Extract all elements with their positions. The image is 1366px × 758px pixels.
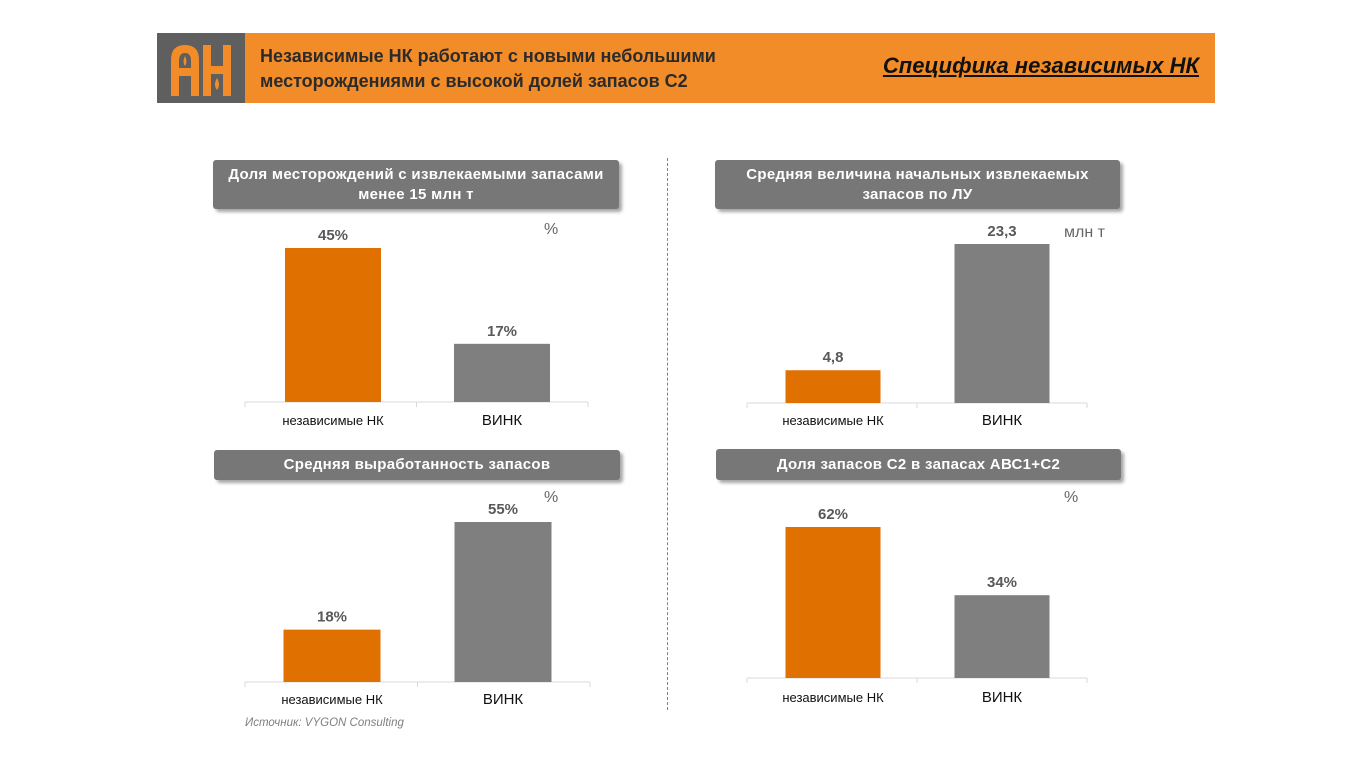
data-label: 45% bbox=[318, 227, 348, 244]
chart-2-title-text: Средняя величина начальных извлекаемых з… bbox=[746, 165, 1089, 203]
header-title: Независимые НК работают с новыми небольш… bbox=[260, 44, 800, 94]
chart-3-unit: % bbox=[544, 489, 559, 506]
chart-1-title: Доля месторождений с извлекаемыми запаса… bbox=[213, 160, 619, 209]
source-note: Источник: VYGON Consulting bbox=[245, 717, 404, 729]
bar-independent bbox=[785, 370, 881, 403]
header-band: Независимые НК работают с новыми небольш… bbox=[157, 33, 1215, 103]
category-label: ВИНК bbox=[982, 412, 1023, 429]
category-label: ВИНК bbox=[482, 412, 523, 429]
bar-vink bbox=[454, 343, 550, 402]
bar-vink bbox=[954, 244, 1050, 403]
category-label: ВИНК bbox=[483, 691, 524, 708]
logo-mark-icon bbox=[171, 45, 231, 96]
category-label: независимые НК bbox=[782, 413, 884, 428]
bar-independent bbox=[285, 248, 381, 402]
chart-4-title: Доля запасов С2 в запасах АВС1+С2 bbox=[716, 449, 1121, 480]
data-label: 62% bbox=[818, 506, 848, 523]
header-title-line-1: Независимые НК работают с новыми небольш… bbox=[260, 46, 716, 66]
data-label: 18% bbox=[317, 609, 347, 626]
chart-2-title: Средняя величина начальных извлекаемых з… bbox=[715, 160, 1120, 209]
chart-1-unit: % bbox=[544, 221, 559, 238]
section-title: Специфика независимых НК bbox=[882, 53, 1199, 78]
header-title-line-2: месторождениями с высокой долей запасов … bbox=[260, 71, 688, 91]
data-label: 55% bbox=[488, 501, 518, 518]
bar-independent bbox=[785, 527, 881, 678]
company-logo bbox=[157, 33, 245, 103]
category-label: независимые НК bbox=[282, 413, 384, 428]
chart-4-title-text: Доля запасов С2 в запасах АВС1+С2 bbox=[776, 455, 1061, 473]
chart-2-unit: млн т bbox=[1064, 224, 1105, 241]
chart-4-unit: % bbox=[1064, 489, 1079, 506]
bar-vink bbox=[954, 595, 1050, 678]
category-label: независимые НК bbox=[281, 692, 383, 707]
data-label: 17% bbox=[487, 323, 517, 340]
category-label: независимые НК bbox=[782, 690, 884, 705]
category-label: ВИНК bbox=[982, 689, 1023, 706]
chart-3-title: Средняя выработанность запасов bbox=[214, 450, 620, 480]
data-label: 23,3 bbox=[987, 223, 1016, 240]
data-label: 34% bbox=[987, 574, 1017, 591]
bar-independent bbox=[283, 629, 381, 682]
chart-3-title-text: Средняя выработанность запасов bbox=[283, 456, 551, 473]
panel-divider bbox=[667, 158, 668, 710]
bar-vink bbox=[454, 522, 552, 682]
chart-1-title-text: Доля месторождений с извлекаемыми запаса… bbox=[228, 165, 604, 203]
data-label: 4,8 bbox=[823, 349, 844, 366]
